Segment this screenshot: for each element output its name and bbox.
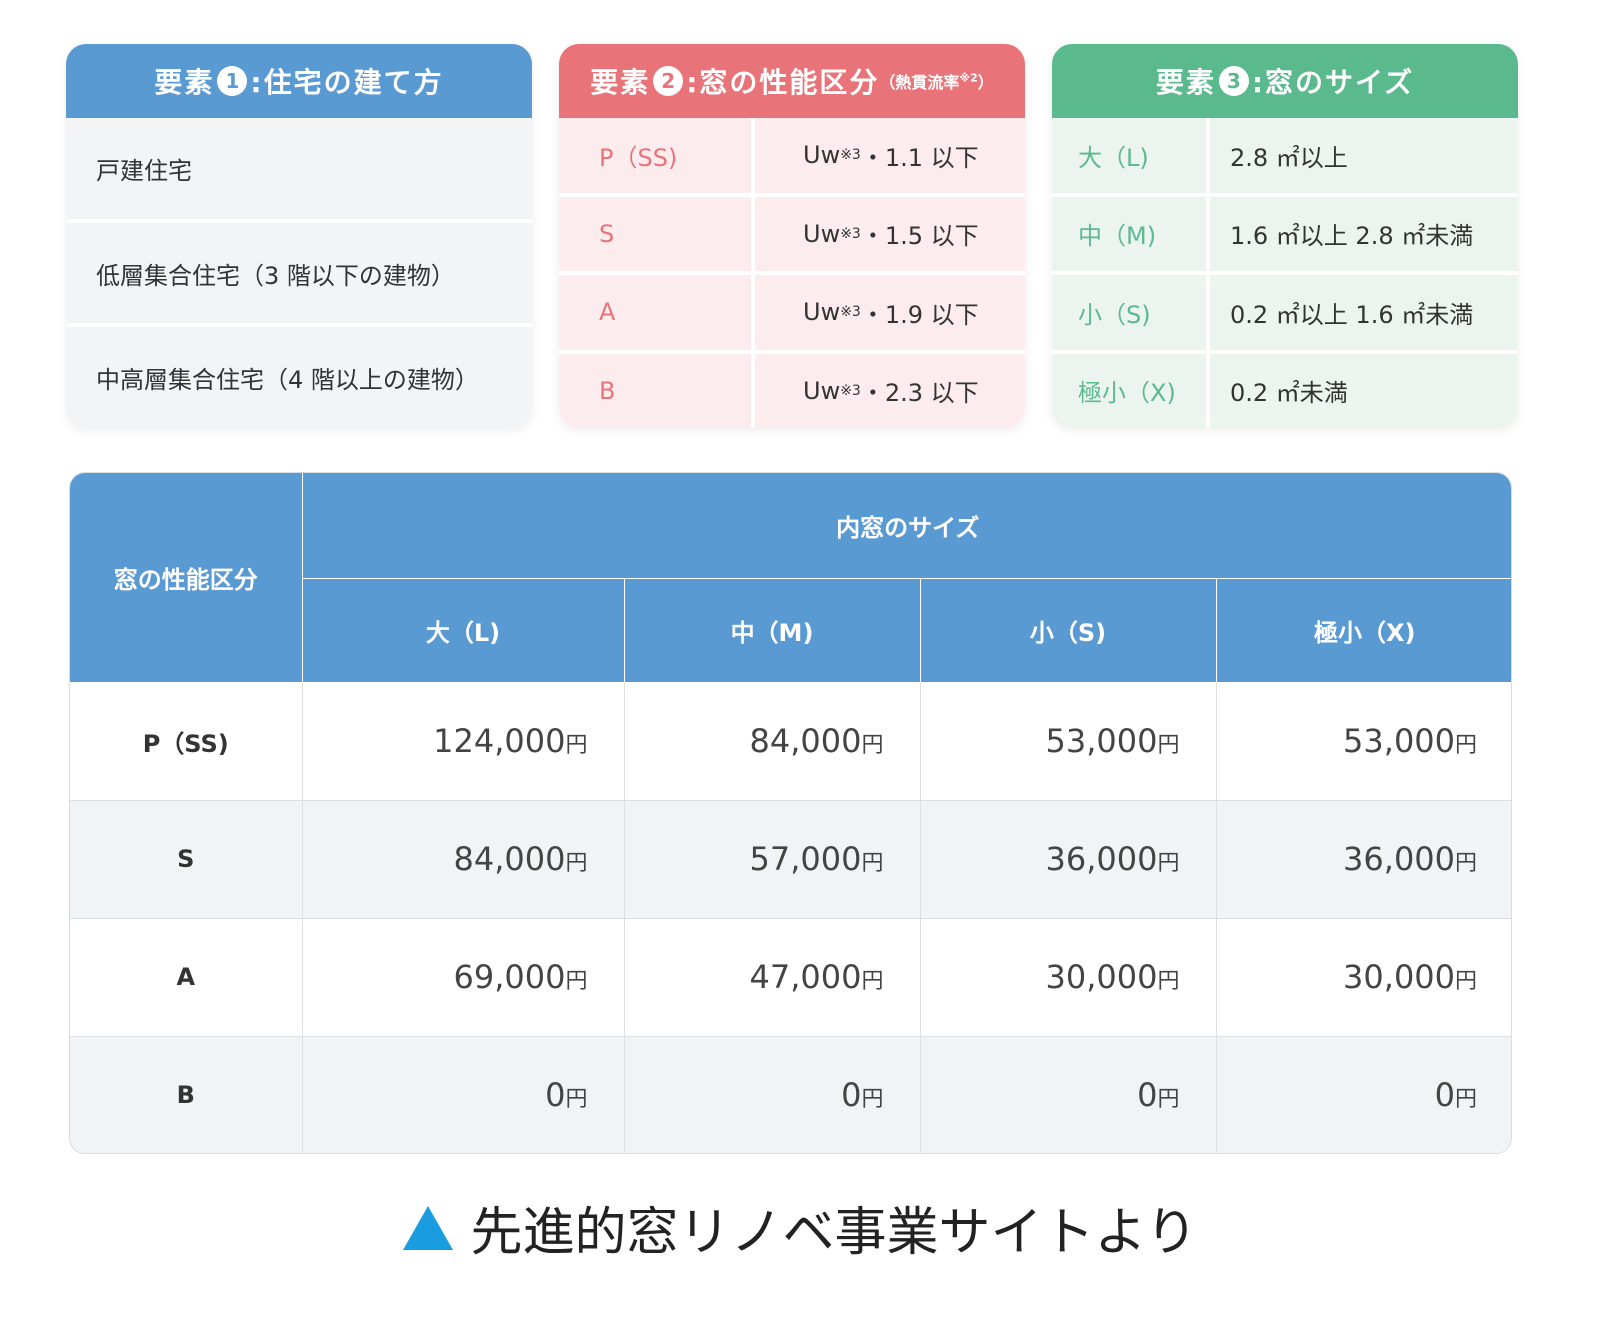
subsidy-amount-cell: 53,000円 — [919, 681, 1217, 801]
row-header-performance-class: 窓の性能区分 — [70, 473, 303, 683]
row-label: P（SS) — [70, 681, 303, 801]
list-item: 小（S) 0.2 ㎡以上 1.6 ㎡未満 — [1052, 275, 1518, 350]
list-item: 大（L) 2.8 ㎡以上 — [1052, 118, 1518, 193]
element1-header: 要素 1 :住宅の建て方 — [66, 44, 532, 118]
table-row: B 0円 0円 0円 0円 — [70, 1035, 1511, 1153]
column-header-size: 中（M) — [623, 578, 921, 683]
subsidy-amount-cell: 0円 — [919, 1035, 1217, 1153]
subsidy-amount-cell: 84,000円 — [623, 681, 921, 801]
performance-class-label: A — [559, 275, 751, 350]
subsidy-amount-cell: 0円 — [1215, 1035, 1511, 1153]
housing-type-label: 戸建住宅 — [66, 118, 532, 219]
performance-class-value: Uw ※3 ・1.1 以下 — [755, 118, 1025, 193]
element2-title-prefix: 要素 — [590, 66, 651, 99]
row-label: B — [70, 1035, 303, 1153]
subsidy-amount-cell: 0円 — [301, 1035, 625, 1153]
number-2-icon: 2 — [653, 66, 684, 96]
performance-class-label: P（SS) — [559, 118, 751, 193]
window-size-label: 小（S) — [1052, 275, 1206, 350]
element3-title: :窓のサイズ — [1251, 66, 1415, 99]
number-3-icon: 3 — [1218, 66, 1249, 96]
column-group-header-inner-window-size: 内窓のサイズ — [301, 473, 1511, 579]
housing-type-label: 中高層集合住宅（4 階以上の建物） — [66, 327, 532, 428]
window-size-value: 1.6 ㎡以上 2.8 ㎡未満 — [1210, 196, 1518, 271]
list-item: 中（M) 1.6 ㎡以上 2.8 ㎡未満 — [1052, 196, 1518, 271]
subsidy-amount-cell: 47,000円 — [623, 917, 921, 1037]
table-row: P（SS) 124,000円 84,000円 53,000円 53,000円 — [70, 681, 1511, 801]
table-row: S 84,000円 57,000円 36,000円 36,000円 — [70, 799, 1511, 919]
performance-class-label: S — [559, 196, 751, 271]
element1-card: 要素 1 :住宅の建て方 戸建住宅 低層集合住宅（3 階以下の建物） 中高層集合… — [66, 44, 532, 428]
performance-class-value: Uw ※3 ・1.9 以下 — [755, 275, 1025, 350]
subsidy-amount-cell: 0円 — [623, 1035, 921, 1153]
subsidy-amount-cell: 30,000円 — [1215, 917, 1511, 1037]
table-row: A 69,000円 47,000円 30,000円 30,000円 — [70, 917, 1511, 1037]
triangle-up-icon — [402, 1205, 453, 1250]
subsidy-amount-table: 窓の性能区分 内窓のサイズ 大（L) 中（M) 小（S) 極小（X) P（SS)… — [69, 472, 1512, 1154]
list-item: 中高層集合住宅（4 階以上の建物） — [66, 327, 532, 428]
subsidy-amount-cell: 36,000円 — [1215, 799, 1511, 919]
performance-class-value: Uw ※3 ・2.3 以下 — [755, 353, 1025, 428]
window-size-value: 2.8 ㎡以上 — [1210, 118, 1518, 193]
subsidy-amount-cell: 84,000円 — [301, 799, 625, 919]
element2-card: 要素 2 :窓の性能区分 （熱貫流率※2） P（SS) Uw ※3 ・1.1 以下 … — [559, 44, 1025, 428]
list-item: P（SS) Uw ※3 ・1.1 以下 — [559, 118, 1025, 193]
column-header-size: 極小（X) — [1215, 578, 1511, 683]
row-label: S — [70, 799, 303, 919]
element3-title-prefix: 要素 — [1155, 66, 1216, 99]
row-label: A — [70, 917, 303, 1037]
number-1-icon: 1 — [217, 66, 248, 96]
element2-title: :窓の性能区分 — [686, 66, 880, 99]
column-header-size: 大（L) — [301, 578, 625, 683]
subsidy-amount-cell: 69,000円 — [301, 917, 625, 1037]
list-item: 極小（X) 0.2 ㎡未満 — [1052, 353, 1518, 428]
window-size-label: 極小（X) — [1052, 353, 1206, 428]
element2-header: 要素 2 :窓の性能区分 （熱貫流率※2） — [559, 44, 1025, 118]
list-item: B Uw ※3 ・2.3 以下 — [559, 353, 1025, 428]
element3-card: 要素 3 :窓のサイズ 大（L) 2.8 ㎡以上 中（M) 1.6 ㎡以上 2.… — [1052, 44, 1518, 428]
subsidy-amount-cell: 30,000円 — [919, 917, 1217, 1037]
caption-text: 先進的窓リノベ事業サイトより — [470, 1203, 1198, 1263]
column-header-size: 小（S) — [919, 578, 1217, 683]
list-item: 戸建住宅 — [66, 118, 532, 219]
window-size-label: 中（M) — [1052, 196, 1206, 271]
window-size-value: 0.2 ㎡未満 — [1210, 353, 1518, 428]
subsidy-amount-cell: 53,000円 — [1215, 681, 1511, 801]
window-size-value: 0.2 ㎡以上 1.6 ㎡未満 — [1210, 275, 1518, 350]
list-item: A Uw ※3 ・1.9 以下 — [559, 275, 1025, 350]
element3-header: 要素 3 :窓のサイズ — [1052, 44, 1518, 118]
element1-title: :住宅の建て方 — [250, 66, 444, 99]
list-item: S Uw ※3 ・1.5 以下 — [559, 196, 1025, 271]
element1-title-prefix: 要素 — [154, 66, 215, 99]
performance-class-label: B — [559, 353, 751, 428]
list-item: 低層集合住宅（3 階以下の建物） — [66, 222, 532, 324]
element2-title-note: （熱貫流率※2） — [879, 71, 994, 92]
subsidy-amount-cell: 124,000円 — [301, 681, 625, 801]
window-size-label: 大（L) — [1052, 118, 1206, 193]
performance-class-value: Uw ※3 ・1.5 以下 — [755, 196, 1025, 271]
subsidy-amount-cell: 57,000円 — [623, 799, 921, 919]
housing-type-label: 低層集合住宅（3 階以下の建物） — [66, 222, 532, 324]
subsidy-amount-cell: 36,000円 — [919, 799, 1217, 919]
source-caption: 先進的窓リノベ事業サイトより — [0, 1190, 1600, 1265]
